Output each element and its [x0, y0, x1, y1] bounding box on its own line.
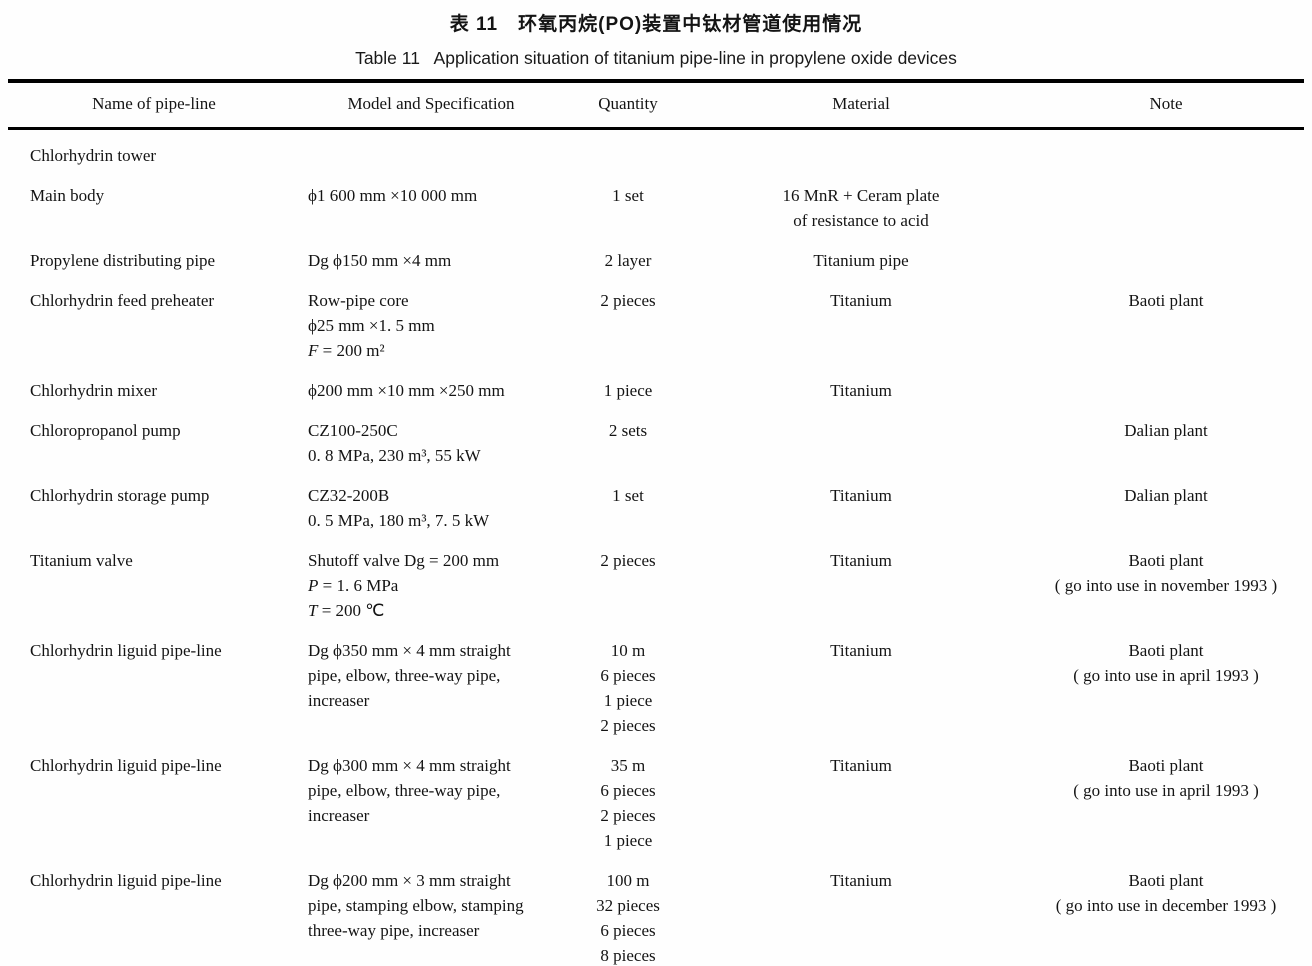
- cell-material: 16 MnR + Ceram plate of resistance to aci…: [782, 186, 940, 230]
- table-caption-chinese: 表 11 环氧丙烷(PO)装置中钛材管道使用情况: [449, 14, 863, 35]
- table-body: Chlorhydrin tower Main body ϕ1 600 mm ×10 …: [8, 129, 1304, 966]
- cell-quantity: [562, 129, 694, 171]
- cell-note: Baoti plant( go into use in december 199…: [1055, 871, 1277, 915]
- cell-model: CZ32-200B 0. 5 MPa, 180 m³, 7. 5 kW: [308, 486, 490, 530]
- cell-material: Titanium: [830, 381, 892, 400]
- cell-model: ϕ1 600 mm ×10 000 mm: [308, 186, 478, 205]
- cell-quantity: 2 pieces: [600, 551, 656, 570]
- cell-material: Titanium pipe: [813, 251, 909, 270]
- cell-quantity: 2 sets: [608, 421, 648, 440]
- cell-model: [300, 129, 562, 171]
- table-header-row: Name of pipe-line Model and Specificatio…: [8, 81, 1304, 130]
- cell-name: Chlorhydrin liguid pipe-line: [30, 871, 222, 890]
- cell-model: Dg ϕ350 mm × 4 mm straight pipe, elbow, t…: [308, 641, 511, 710]
- table-row: Chlorhydrin liguid pipe-line Dg ϕ200 mm ×…: [8, 855, 1304, 966]
- table-row: Chloropropanol pump CZ100-250C 0. 8 MPa, 2…: [8, 405, 1304, 470]
- header-material: Material: [694, 81, 1028, 130]
- cell-quantity: 1 piece: [603, 381, 653, 400]
- cell-material: [694, 129, 1028, 171]
- cell-note: Dalian plant: [1124, 421, 1208, 440]
- cell-model: Dg ϕ300 mm × 4 mm straight pipe, elbow, t…: [308, 756, 511, 825]
- cell-quantity: 1 set: [612, 186, 644, 205]
- cell-note: [1028, 235, 1304, 275]
- cell-quantity: 2 layer: [604, 251, 652, 270]
- cell-note: [1028, 365, 1304, 405]
- cell-material: Titanium: [830, 641, 892, 660]
- header-name-of-pipe-line: Name of pipe-line: [8, 81, 300, 130]
- cell-model: ϕ200 mm ×10 mm ×250 mm: [308, 381, 505, 400]
- cell-name: Chlorhydrin tower: [30, 146, 157, 165]
- header-model-and-specification: Model and Specification: [300, 81, 562, 130]
- header-note: Note: [1028, 81, 1304, 130]
- cell-name: Chloropropanol pump: [30, 421, 181, 440]
- table-row: Main body ϕ1 600 mm ×10 000 mm 1 set 16 MnR…: [8, 170, 1304, 235]
- cell-name: Titanium valve: [30, 551, 133, 570]
- cell-model: Dg ϕ200 mm × 3 mm straight pipe, stamping…: [308, 871, 524, 940]
- cell-name: Chlorhydrin storage pump: [30, 486, 210, 505]
- cell-name: Main body: [30, 186, 105, 205]
- cell-name: Chlorhydrin liguid pipe-line: [30, 756, 222, 775]
- pipe-line-table: Name of pipe-line Model and Specificatio…: [8, 79, 1304, 966]
- cell-note: Baoti plant: [1128, 291, 1204, 310]
- cell-note: Baoti plant( go into use in april 1993 ): [1073, 641, 1259, 685]
- table-row: Propylene distributing pipe Dg ϕ150 mm ×4…: [8, 235, 1304, 275]
- cell-material: Titanium: [830, 756, 892, 775]
- cell-name: Chlorhydrin mixer: [30, 381, 158, 400]
- cell-material: Titanium: [830, 291, 892, 310]
- cell-quantity: 2 pieces: [600, 291, 656, 310]
- cell-material: [694, 405, 1028, 470]
- table-row: Chlorhydrin feed preheater Row-pipe core ϕ…: [8, 275, 1304, 365]
- cell-note: Baoti plant( go into use in november 199…: [1054, 551, 1278, 595]
- table-header: Name of pipe-line Model and Specificatio…: [8, 81, 1304, 130]
- cell-model: CZ100-250C 0. 8 MPa, 230 m³, 55 kW: [308, 421, 481, 465]
- cell-name: Chlorhydrin liguid pipe-line: [30, 641, 222, 660]
- table-row: Chlorhydrin tower: [8, 129, 1304, 171]
- table-caption-english: Table 11 Application situation of titani…: [355, 48, 957, 68]
- cell-material: Titanium: [830, 486, 892, 505]
- cell-note: [1028, 170, 1304, 235]
- cell-material: Titanium: [830, 551, 892, 570]
- header-quantity: Quantity: [562, 81, 694, 130]
- table-row: Chlorhydrin storage pump CZ32-200B 0. 5 MP…: [8, 470, 1304, 535]
- table-row: Chlorhydrin liguid pipe-line Dg ϕ300 mm ×…: [8, 740, 1304, 855]
- cell-model: Row-pipe core ϕ25 mm ×1. 5 mm F = 200 m²: [308, 291, 435, 360]
- cell-model: Dg ϕ150 mm ×4 mm: [308, 251, 452, 270]
- cell-material: Titanium: [830, 871, 892, 890]
- cell-note: [1028, 129, 1304, 171]
- cell-note: Baoti plant( go into use in april 1993 ): [1073, 756, 1259, 800]
- table-row: Chlorhydrin liguid pipe-line Dg ϕ350 mm ×…: [8, 625, 1304, 740]
- table-row: Titanium valve Shutoff valve Dg = 200 mm P…: [8, 535, 1304, 625]
- cell-quantity: 100 m 32 pieces 6 pieces 8 pieces: [596, 871, 660, 965]
- cell-note: Dalian plant: [1124, 486, 1208, 505]
- cell-quantity: 1 set: [612, 486, 644, 505]
- cell-model: Shutoff valve Dg = 200 mm P = 1. 6 MPa T =…: [308, 551, 500, 620]
- cell-name: Chlorhydrin feed preheater: [30, 291, 215, 310]
- table-row: Chlorhydrin mixer ϕ200 mm ×10 mm ×250 mm 1…: [8, 365, 1304, 405]
- cell-name: Propylene distributing pipe: [30, 251, 216, 270]
